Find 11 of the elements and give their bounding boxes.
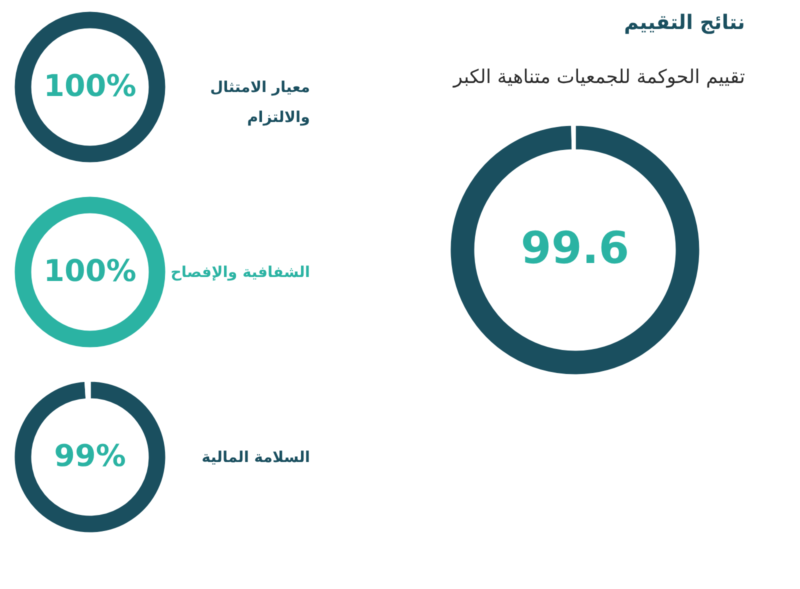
chart-subtitle: تقييم الحوكمة للجمعيات متناهية الكبر: [452, 66, 745, 88]
text: السلامة المالية: [202, 448, 310, 466]
donut-slice: [449, 124, 701, 376]
data-label: 99%: [54, 439, 126, 474]
text: الشفافية والإفصاح: [170, 263, 310, 281]
data-label: 100%: [44, 69, 136, 104]
donut-slice: [13, 380, 167, 534]
data-label: 99.6: [520, 223, 630, 274]
data-label: 100%: [44, 254, 136, 289]
chart-title: نتائج التقييم: [624, 10, 745, 34]
text: معيار الامتثال والالتزام: [210, 78, 310, 126]
